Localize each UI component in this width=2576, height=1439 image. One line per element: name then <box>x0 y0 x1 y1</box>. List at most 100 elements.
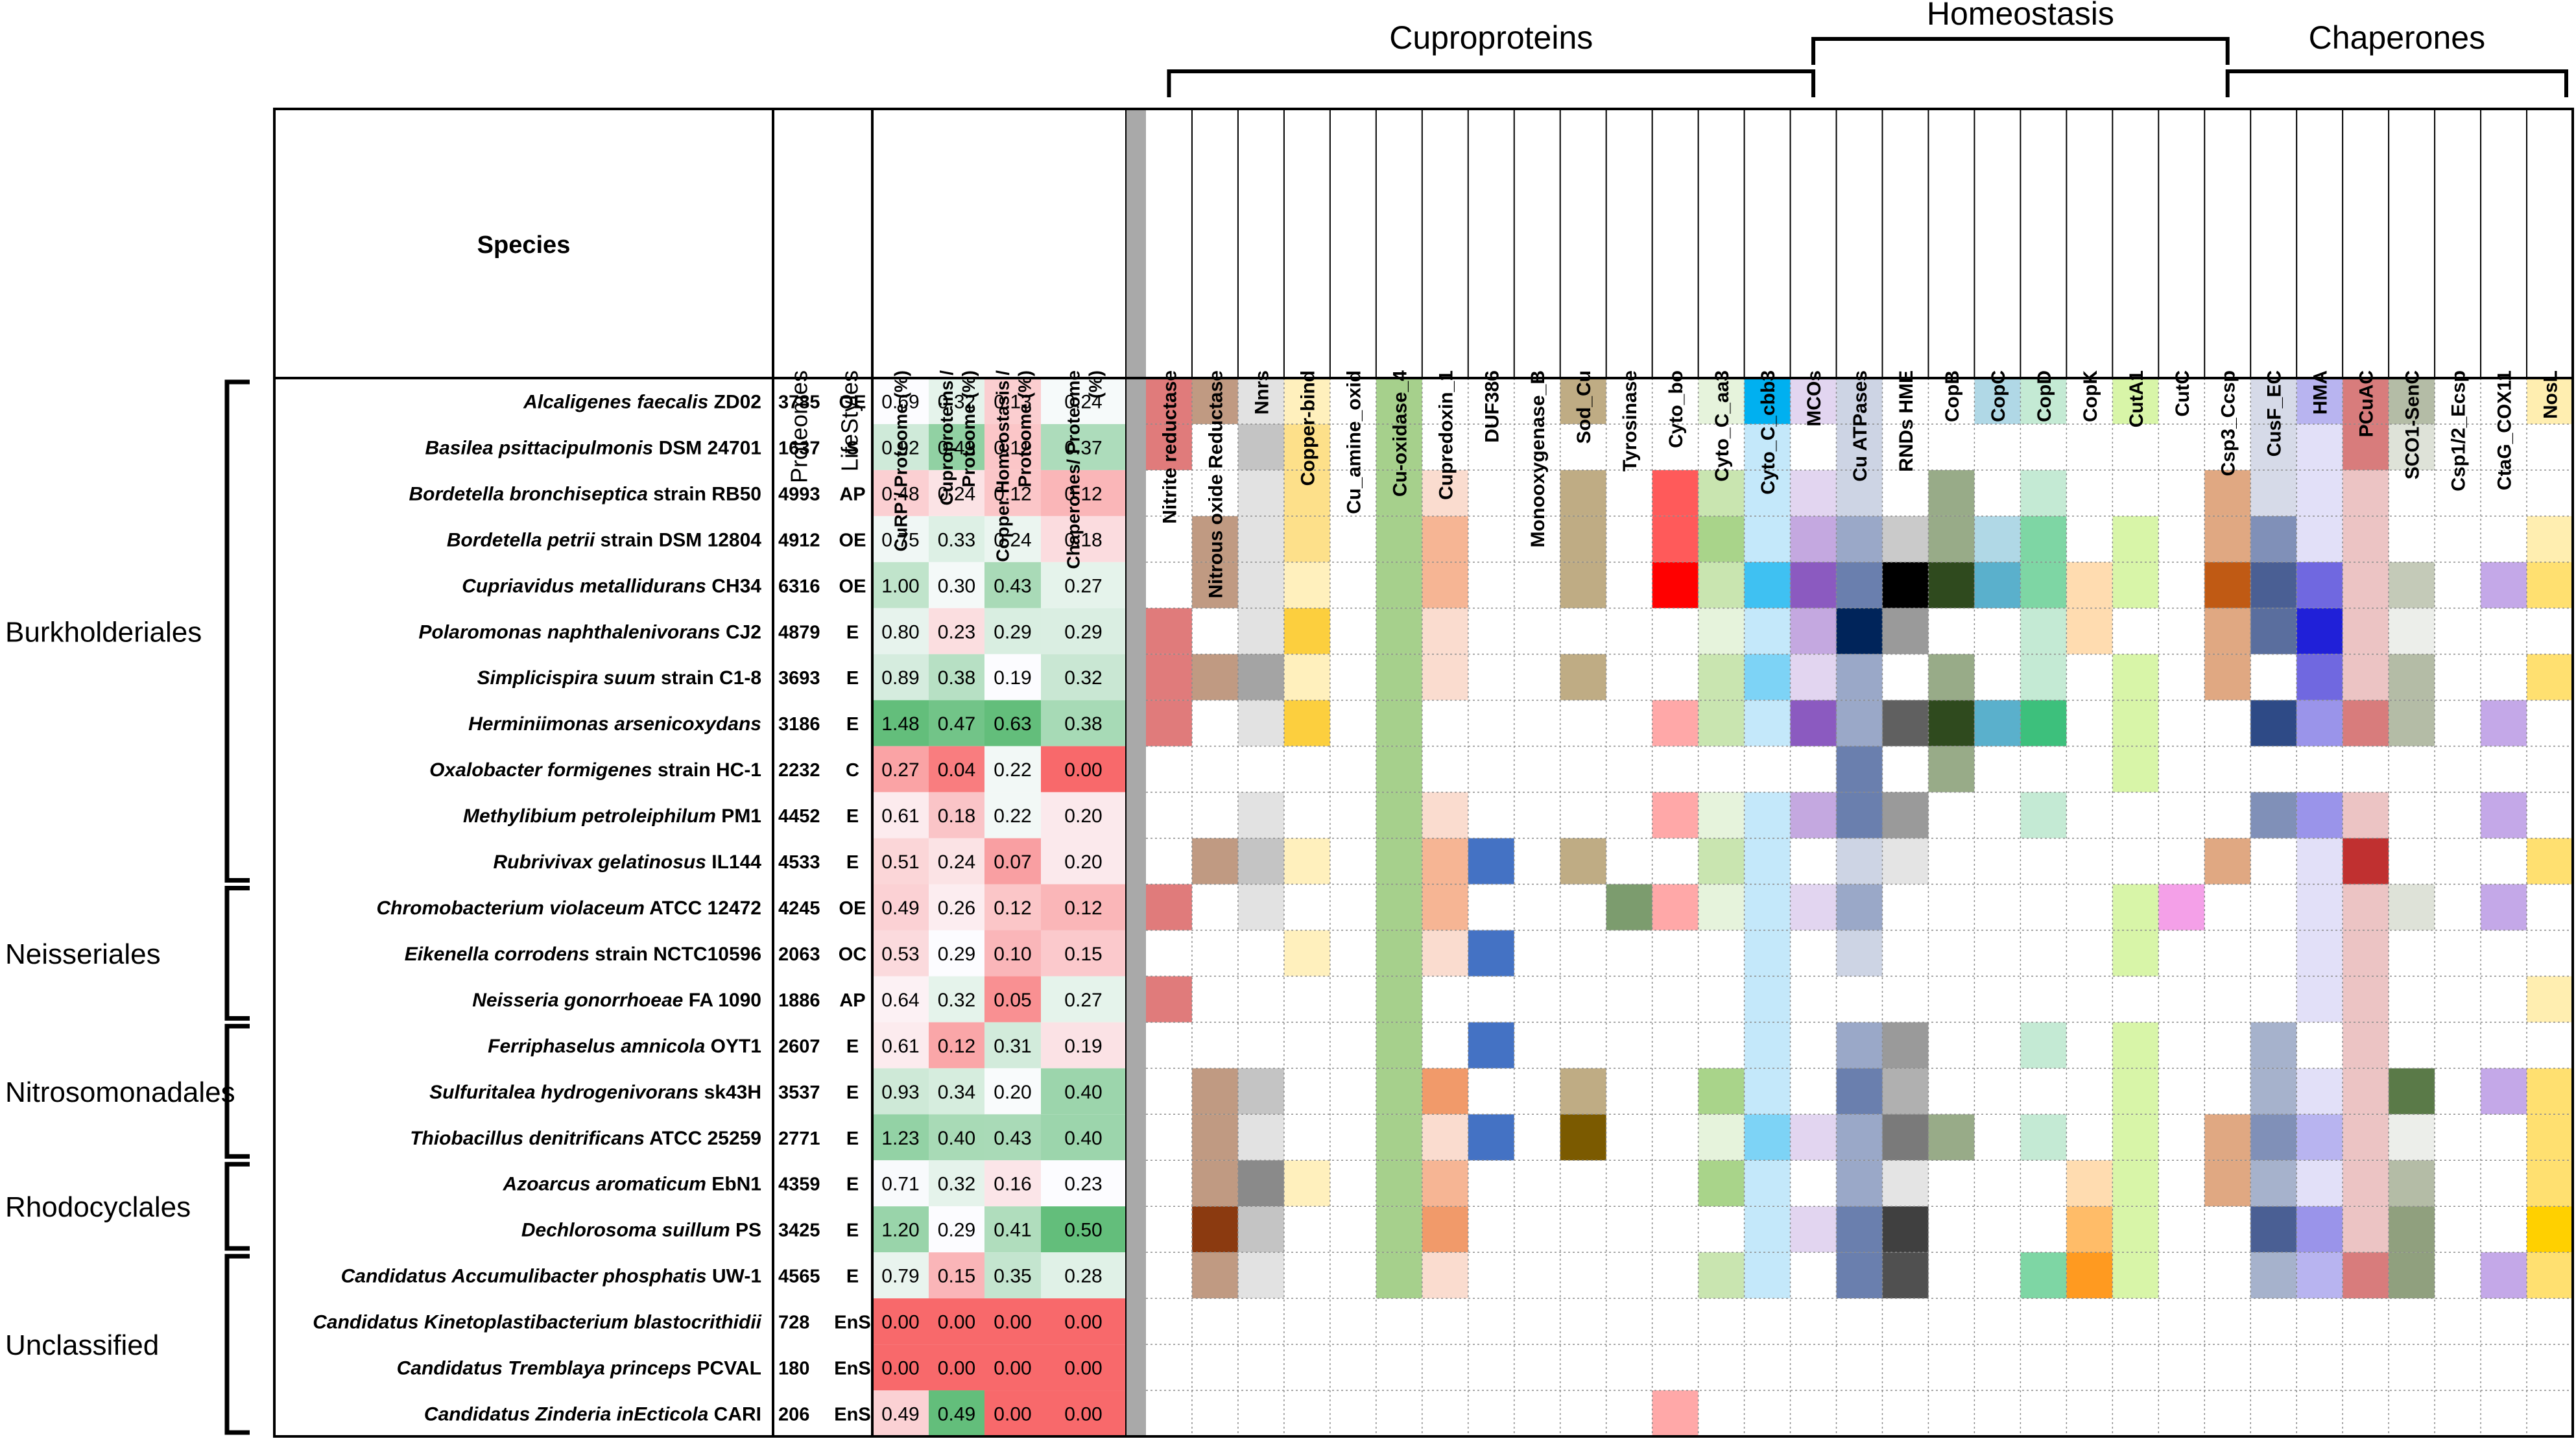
cell-cusf-ec <box>2250 700 2297 746</box>
family-header-copd: CopD <box>2034 370 2055 422</box>
family-header-cyto-c-aa3: Cyto_C_aa3 <box>1711 370 1733 482</box>
cell-cupredoxin-1 <box>1422 654 1468 700</box>
cell-copk <box>2066 1252 2113 1299</box>
cell-nnrs <box>1237 608 1284 654</box>
family-header-csp3-ccsp: Csp3_Ccsp <box>2218 370 2239 476</box>
cell-sco1-senc <box>2389 423 2435 470</box>
pct-cell-fill <box>1041 976 1126 1023</box>
cell-cuta1 <box>2112 378 2159 424</box>
pct-value: 0.51 <box>881 851 919 873</box>
cell-copb <box>1928 470 1975 516</box>
cell-cu-oxidase-4 <box>1376 470 1422 516</box>
pct-value: 0.32 <box>938 391 975 412</box>
cell-copb <box>1928 746 1975 792</box>
cell-rnds-hme <box>1882 608 1929 654</box>
cell-cyto-c-cbb3 <box>1744 976 1791 1023</box>
pct-value: 0.12 <box>1064 898 1102 919</box>
cell-cuta1 <box>2112 1114 2159 1161</box>
lifestyle-code: OC <box>839 944 867 965</box>
cell-hma <box>2296 930 2343 977</box>
pct-cell-fill <box>872 423 929 470</box>
family-header-monooxygenase-b: Monooxygenase_B <box>1527 370 1549 547</box>
cell-cu-atpases <box>1836 1160 1883 1207</box>
species-strain: UW-1 <box>707 1266 761 1287</box>
pct-value: 0.13 <box>994 391 1031 412</box>
cell-copd <box>2020 378 2067 424</box>
cell-rnds-hme <box>1882 1114 1929 1161</box>
pct-column-header-line: Proteome (%) <box>959 370 979 487</box>
cell-rnds-hme <box>1882 700 1929 746</box>
family-header-pcuac: PCuAC <box>2356 370 2378 437</box>
proteome-count: 3186 <box>778 714 820 735</box>
pct-cell-fill <box>929 1252 984 1299</box>
pct-value: 0.80 <box>881 621 919 643</box>
cell-csp3-ccsp <box>2204 562 2251 608</box>
cell-nnrs <box>1237 792 1284 838</box>
cell-copper-bind <box>1283 423 1330 470</box>
pct-column-header-line: Chaperones/ Proteome <box>1064 370 1084 569</box>
family-header-csp1-2-ecsp: Csp1/2_Ecsp <box>2448 370 2470 492</box>
cell-copper-bind <box>1283 930 1330 977</box>
cell-copd <box>2020 470 2067 516</box>
pct-cell-fill <box>1041 1160 1126 1207</box>
cell-nnrs <box>1237 1114 1284 1161</box>
cell-pcuac <box>2343 1252 2389 1299</box>
outer-border <box>273 108 2574 1438</box>
pct-value: 0.24 <box>938 851 975 873</box>
cell-cu-atpases <box>1836 838 1883 885</box>
cell-pcuac <box>2343 654 2389 700</box>
cell-nitrous-oxide-reductase <box>1191 1252 1238 1299</box>
cell-cu-atpases <box>1836 700 1883 746</box>
cell-nosl <box>2527 1206 2573 1253</box>
cell-copper-bind <box>1283 608 1330 654</box>
cell-sco1-senc <box>2389 700 2435 746</box>
pct-cell-fill <box>984 1298 1041 1345</box>
pct-cell-fill <box>984 562 1041 608</box>
pct-cell-fill <box>929 1206 984 1253</box>
cell-cyto-bo <box>1652 1390 1699 1436</box>
species-strain: CH34 <box>706 575 761 597</box>
lifestyle-code: E <box>846 622 859 643</box>
cell-pcuac <box>2343 608 2389 654</box>
pct-cell-fill <box>1041 884 1126 931</box>
pct-column-header-line: Copper Homeostasis / <box>993 370 1013 562</box>
cell-copd <box>2020 516 2067 562</box>
cell-ctag-cox11 <box>2481 1252 2527 1299</box>
lifestyle-code: OE <box>839 576 866 597</box>
pct-cell-fill <box>872 930 929 977</box>
cell-copd <box>2020 700 2067 746</box>
family-header-sod-cu: Sod_Cu <box>1573 370 1595 444</box>
cell-sco1-senc <box>2389 562 2435 608</box>
cell-sco1-senc <box>2389 884 2435 931</box>
pct-cell-fill <box>984 378 1041 424</box>
lifestyle-code: OE <box>839 898 866 919</box>
order-label-burkholderiales: Burkholderiales <box>5 616 202 648</box>
cell-cuta1 <box>2112 1068 2159 1115</box>
pct-value: 0.29 <box>1064 621 1102 643</box>
cell-copc <box>1974 516 2021 562</box>
pct-cell-fill <box>929 1160 984 1207</box>
pct-value: 0.18 <box>1064 529 1102 551</box>
cell-cyto-c-cbb3 <box>1744 930 1791 977</box>
pct-column-header: Chaperones/ Proteome (%) <box>1064 370 1106 569</box>
proteome-count: 1886 <box>778 990 820 1011</box>
cell-nnrs <box>1237 562 1284 608</box>
cell-cyto-c-cbb3 <box>1744 1022 1791 1069</box>
cell-rnds-hme <box>1882 1022 1929 1069</box>
cell-nitrite-reductase <box>1146 608 1192 654</box>
pct-cell-fill <box>929 1344 984 1391</box>
pct-value: 0.64 <box>881 990 919 1011</box>
species-binomial: Bordetella bronchiseptica <box>409 483 647 505</box>
pct-cell-fill <box>1041 930 1126 977</box>
cell-cupredoxin-1 <box>1422 562 1468 608</box>
cell-cyto-c-aa3 <box>1698 1252 1745 1299</box>
pct-value: 0.31 <box>994 1036 1031 1057</box>
cell-nitrous-oxide-reductase <box>1191 838 1238 885</box>
pct-cell-fill <box>984 470 1041 516</box>
cell-nitrous-oxide-reductase <box>1191 1114 1238 1161</box>
pct-column-header: CuRP / Proteome (%) <box>891 370 911 552</box>
pct-value: 0.29 <box>938 944 975 965</box>
pct-cell-fill <box>929 1298 984 1345</box>
group-bracket <box>1167 69 1816 97</box>
cell-nosl <box>2527 838 2573 885</box>
